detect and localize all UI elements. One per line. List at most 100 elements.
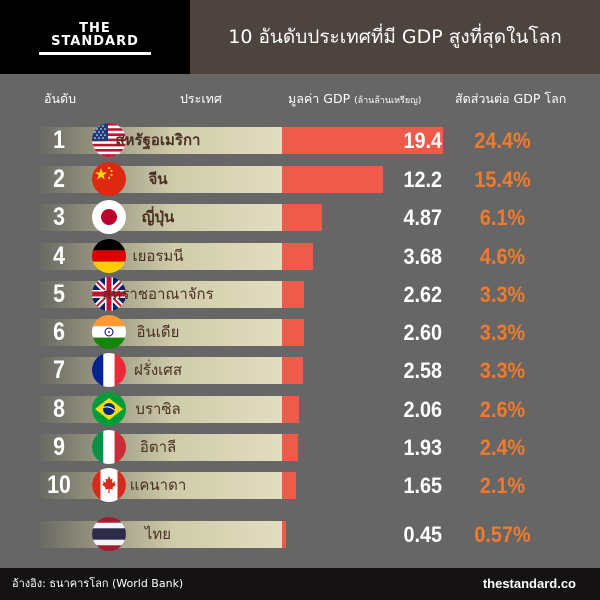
gdp-value: 2.06 bbox=[403, 397, 442, 422]
japan-flag-icon bbox=[92, 200, 126, 234]
gdp-value: 0.45 bbox=[403, 522, 442, 547]
country-bar-bg bbox=[40, 166, 282, 193]
country-bar-bg bbox=[40, 472, 282, 499]
gdp-bar bbox=[282, 357, 303, 384]
italy-flag-icon bbox=[92, 430, 126, 464]
col-header-gdp: มูลค่า GDP (ล้านล้านเหรียญ) bbox=[288, 91, 421, 109]
gdp-value: 2.58 bbox=[403, 358, 442, 383]
usa-flag-icon bbox=[92, 123, 126, 157]
gdp-value: 2.60 bbox=[403, 320, 442, 345]
rank-number: 1 bbox=[53, 126, 65, 154]
brazil-flag-icon bbox=[92, 392, 126, 426]
gdp-value: 1.93 bbox=[403, 435, 442, 460]
table-row: 10 แคนาดา 1.65 2.1% bbox=[0, 468, 600, 502]
logo: THE STANDARD bbox=[0, 0, 190, 74]
logo-line2: STANDARD bbox=[51, 34, 139, 49]
table-row: 7 ฝรั่งเศส 2.58 3.3% bbox=[0, 353, 600, 387]
country-name: อินเดีย bbox=[136, 323, 180, 341]
rank-number: 5 bbox=[53, 280, 65, 308]
rank-number: 10 bbox=[47, 471, 71, 499]
source-note: อ้างอิง: ธนาคารโลก (World Bank) bbox=[12, 577, 184, 590]
country-bar-bg bbox=[40, 204, 282, 231]
gdp-share: 3.3% bbox=[479, 320, 526, 345]
india-flag-icon bbox=[92, 315, 126, 349]
page-title: 10 อันดับประเทศที่มี GDP สูงที่สุดในโลก bbox=[228, 26, 562, 48]
gdp-share: 2.4% bbox=[479, 435, 526, 460]
gdp-bar bbox=[282, 281, 304, 308]
table-row: 3 ญี่ปุ่น 4.87 6.1% bbox=[0, 200, 600, 234]
country-bar-bg bbox=[40, 281, 282, 308]
table-row: 5 สหราชอาณาจักร 2.62 3.3% bbox=[0, 277, 600, 311]
country-bar-bg bbox=[40, 127, 282, 154]
country-bar-bg bbox=[40, 319, 282, 346]
gdp-label: มูลค่า GDP bbox=[288, 91, 351, 106]
table-row: ไทย 0.45 0.57% bbox=[0, 517, 600, 551]
canada-flag-icon bbox=[92, 468, 126, 502]
site-link[interactable]: thestandard.co bbox=[482, 576, 576, 591]
logo-underline bbox=[39, 52, 151, 55]
gdp-unit: (ล้านล้านเหรียญ) bbox=[354, 96, 422, 106]
rank-number: 7 bbox=[53, 356, 65, 384]
gdp-value: 12.2 bbox=[403, 167, 442, 192]
gdp-share: 24.4% bbox=[474, 128, 531, 153]
gdp-bar bbox=[282, 127, 443, 154]
gdp-share: 15.4% bbox=[474, 167, 531, 192]
table-row: 8 บราซิล 2.06 2.6% bbox=[0, 392, 600, 426]
gdp-share: 2.1% bbox=[479, 473, 526, 498]
country-bar-bg bbox=[40, 357, 282, 384]
table-row: 9 อิตาลี 1.93 2.4% bbox=[0, 430, 600, 464]
thailand-flag-icon bbox=[92, 517, 126, 551]
france-flag-icon bbox=[92, 353, 126, 387]
gdp-value: 4.87 bbox=[403, 205, 442, 230]
country-name: บราซิล bbox=[135, 400, 181, 418]
country-name: อิตาลี bbox=[139, 438, 177, 456]
gdp-bar bbox=[282, 204, 322, 231]
country-name: ฝรั่งเศส bbox=[134, 361, 182, 379]
country-name: สหรัฐอเมริกา bbox=[115, 131, 201, 149]
header: THE STANDARD 10 อันดับประเทศที่มี GDP สู… bbox=[0, 0, 600, 74]
gdp-bar bbox=[282, 166, 383, 193]
country-name: ไทย bbox=[144, 525, 172, 543]
china-flag-icon bbox=[92, 162, 126, 196]
rank-number: 9 bbox=[53, 433, 65, 461]
country-name: แคนาดา bbox=[129, 476, 187, 494]
germany-flag-icon bbox=[92, 239, 126, 273]
gdp-value: 3.68 bbox=[403, 244, 442, 269]
gdp-bar bbox=[282, 243, 313, 270]
country-name: สหราชอาณาจักร bbox=[102, 285, 214, 303]
country-name: ญี่ปุ่น bbox=[141, 208, 175, 226]
gdp-share: 3.3% bbox=[479, 358, 526, 383]
rank-number: 4 bbox=[53, 242, 65, 270]
rank-number: 6 bbox=[53, 318, 65, 346]
gdp-bar bbox=[282, 472, 296, 499]
gdp-share: 2.6% bbox=[479, 397, 526, 422]
gdp-bar bbox=[282, 434, 298, 461]
country-bar-bg bbox=[40, 396, 282, 423]
rank-number: 8 bbox=[53, 395, 65, 423]
table-row: 6 อินเดีย 2.60 3.3% bbox=[0, 315, 600, 349]
country-bar-bg bbox=[40, 521, 282, 548]
logo-line1: THE bbox=[79, 21, 111, 36]
gdp-value: 2.62 bbox=[403, 282, 442, 307]
gdp-bar bbox=[282, 319, 304, 346]
country-name: จีน bbox=[148, 170, 168, 188]
country-bar-bg bbox=[40, 434, 282, 461]
col-header-rank: อันดับ bbox=[44, 91, 77, 106]
table-row: 2 จีน 12.2 15.4% bbox=[0, 162, 600, 196]
rank-number: 2 bbox=[53, 165, 65, 193]
col-header-share: สัดส่วนต่อ GDP โลก bbox=[455, 91, 567, 106]
gdp-share: 0.57% bbox=[474, 522, 531, 547]
gdp-value: 1.65 bbox=[403, 473, 442, 498]
gdp-bar bbox=[282, 396, 299, 423]
country-name: เยอรมนี bbox=[132, 247, 184, 265]
country-bar-bg bbox=[40, 243, 282, 270]
table-row: 1 สหรัฐอเมริกา 19.4 24.4% bbox=[0, 123, 600, 157]
gdp-share: 6.1% bbox=[479, 205, 526, 230]
gdp-value: 19.4 bbox=[403, 128, 442, 153]
table-row: 4 เยอรมนี 3.68 4.6% bbox=[0, 239, 600, 273]
gdp-share: 4.6% bbox=[479, 244, 526, 269]
gdp-bar bbox=[282, 521, 286, 548]
col-header-country: ประเทศ bbox=[180, 91, 222, 106]
footer: อ้างอิง: ธนาคารโลก (World Bank) thestand… bbox=[0, 568, 600, 600]
gdp-share: 3.3% bbox=[479, 282, 526, 307]
